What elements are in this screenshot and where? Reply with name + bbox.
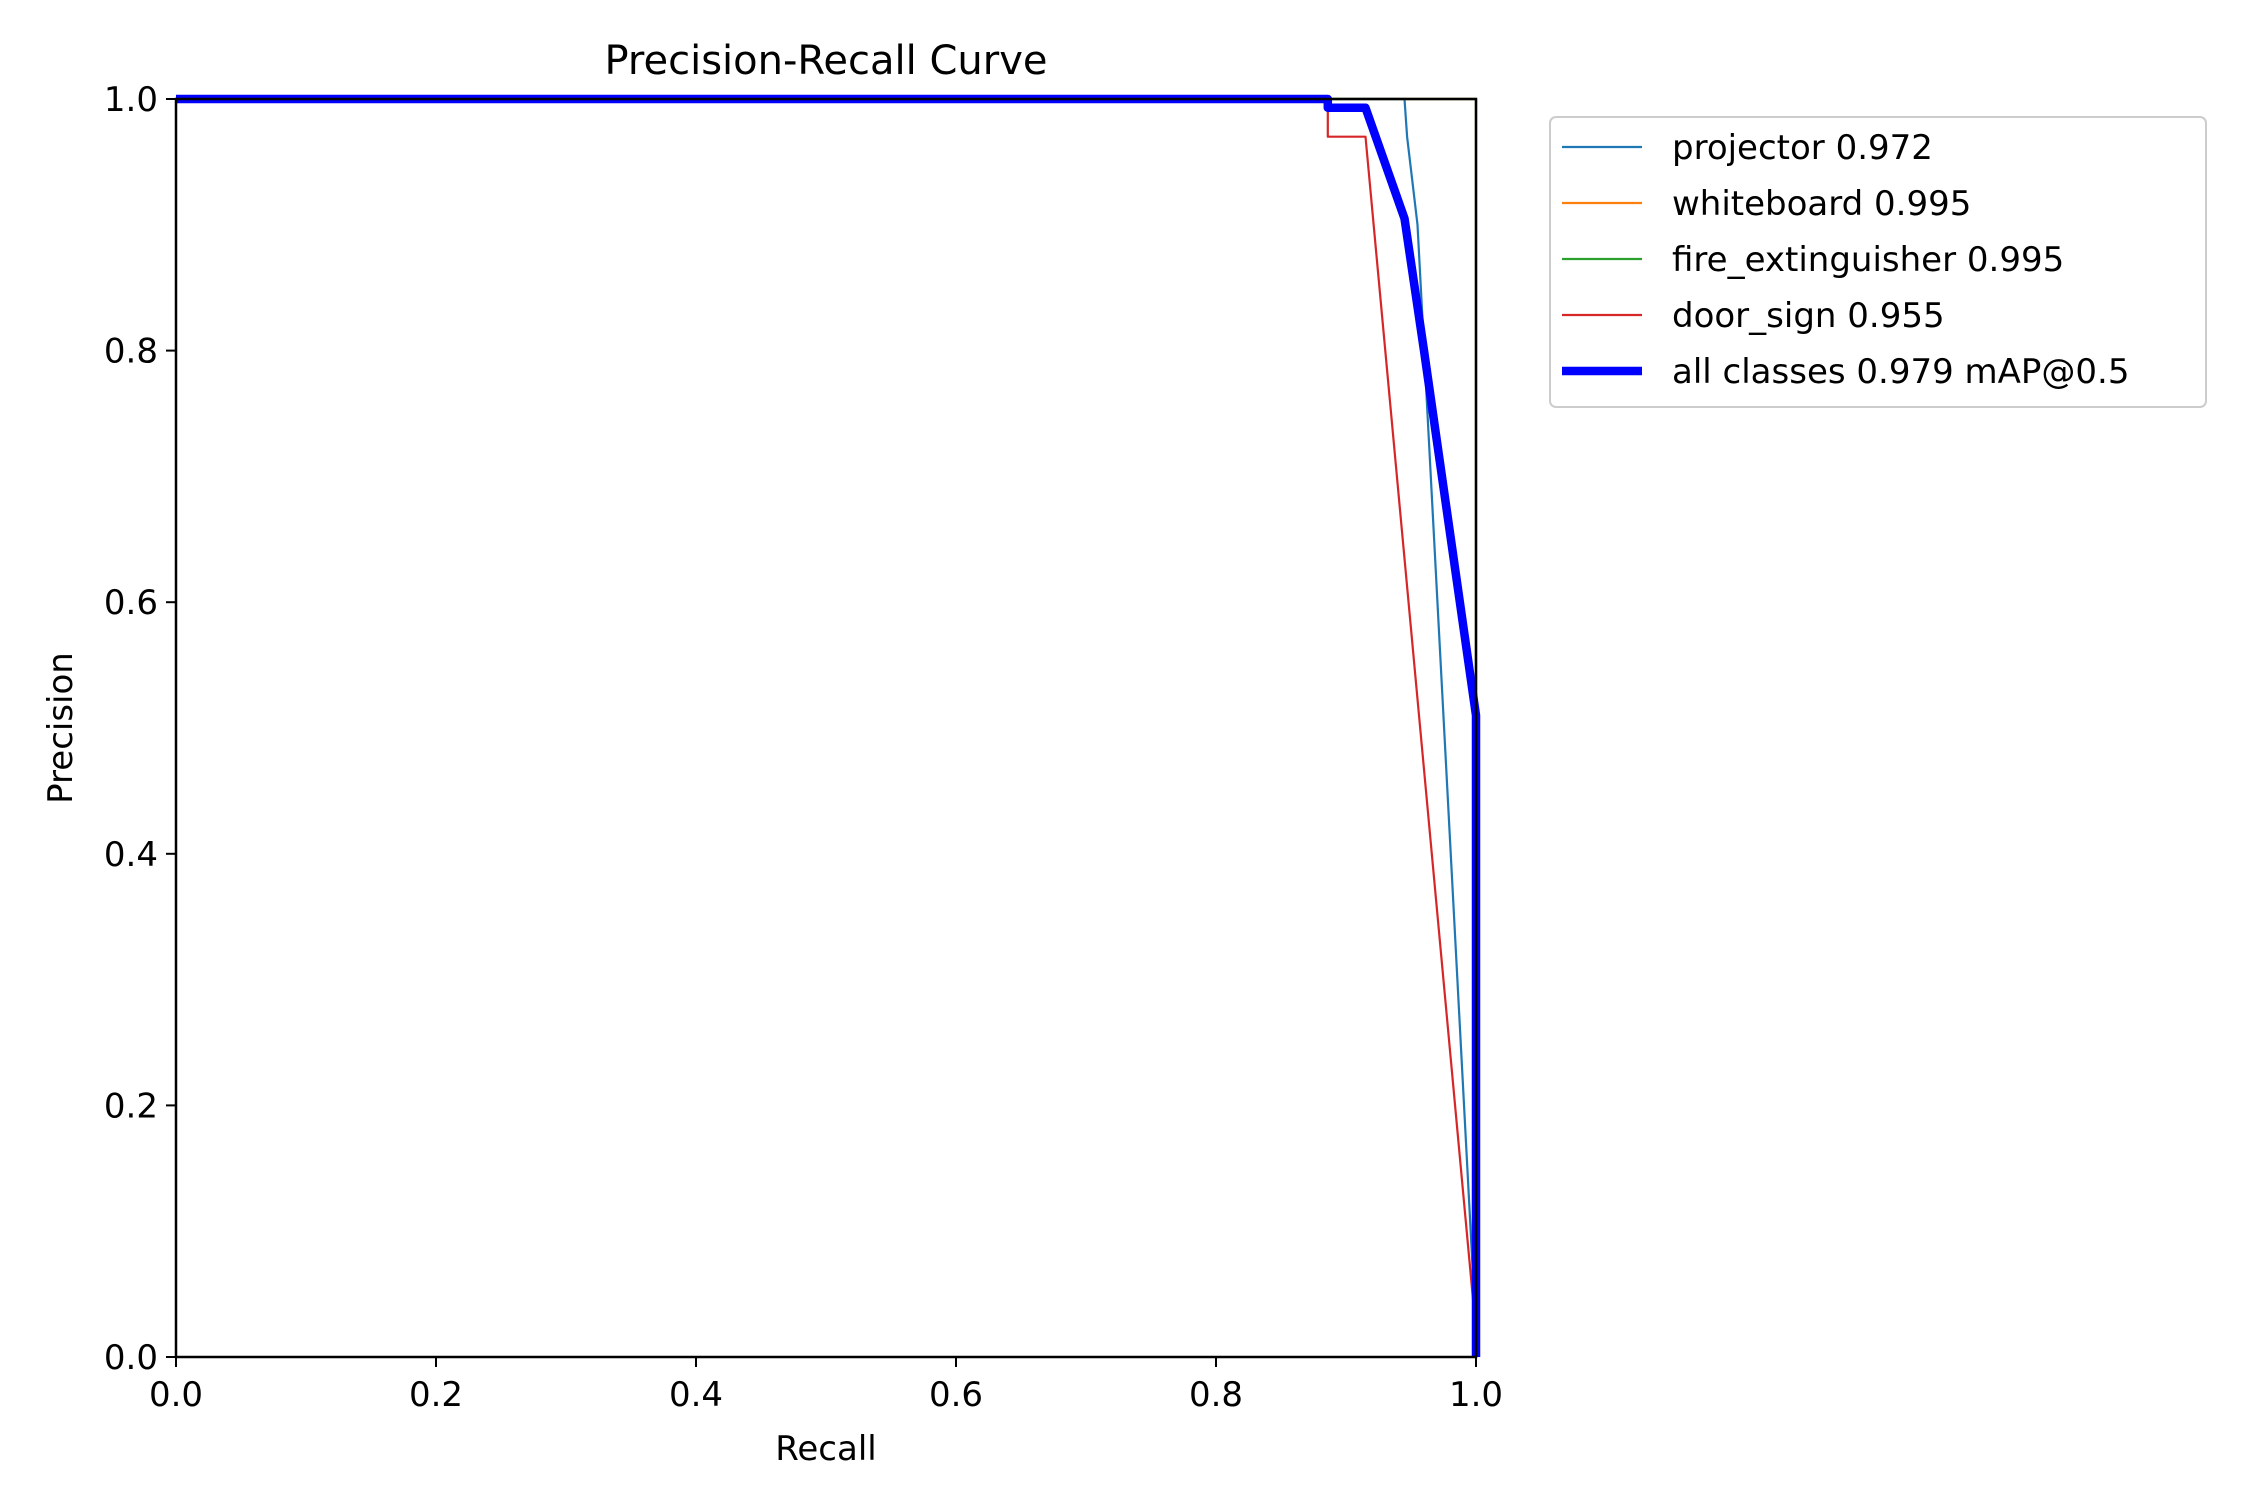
y-tick-label: 0.4: [104, 835, 158, 875]
series-line-0: [176, 97, 1478, 1357]
y-tick-label: 0.8: [104, 332, 158, 372]
series-line-1: [176, 97, 1478, 1357]
legend-box: [1549, 116, 2207, 408]
legend-label-0: projector 0.972: [1672, 128, 1933, 168]
series-line-3: [176, 97, 1478, 1357]
y-tick-label: 0.2: [104, 1086, 158, 1126]
series-line-2: [176, 97, 1478, 1357]
x-axis-label: Recall: [775, 1429, 876, 1469]
series-layer: [176, 94, 1481, 1357]
x-tick-label: 0.2: [409, 1375, 463, 1415]
legend-label-4: all classes 0.979 mAP@0.5: [1672, 352, 2129, 392]
x-axis-ticks: 0.0 0.2 0.4 0.6 0.8 1.0: [149, 1357, 1503, 1415]
x-tick-label: 0.0: [149, 1375, 203, 1415]
x-tick-label: 0.6: [929, 1375, 983, 1415]
legend-label-2: fire_extinguisher 0.995: [1672, 240, 2064, 280]
y-tick-label: 0.0: [104, 1338, 158, 1378]
chart-title: Precision-Recall Curve: [605, 38, 1048, 84]
x-tick-label: 1.0: [1449, 1375, 1503, 1415]
y-tick-label: 0.6: [104, 583, 158, 623]
legend-label-3: door_sign 0.955: [1672, 296, 1945, 336]
y-axis-ticks: 0.0 0.2 0.4 0.6 0.8 1.0: [104, 80, 176, 1378]
x-tick-label: 0.8: [1189, 1375, 1243, 1415]
x-tick-label: 0.4: [669, 1375, 723, 1415]
legend: projector 0.972 whiteboard 0.995 fire_exti…: [1549, 116, 2207, 408]
y-axis-label: Precision: [41, 652, 81, 804]
y-tick-label: 1.0: [104, 80, 158, 120]
series-line-4: [176, 94, 1481, 1357]
legend-label-1: whiteboard 0.995: [1672, 184, 1971, 224]
plot-frame: [174, 97, 1478, 1359]
